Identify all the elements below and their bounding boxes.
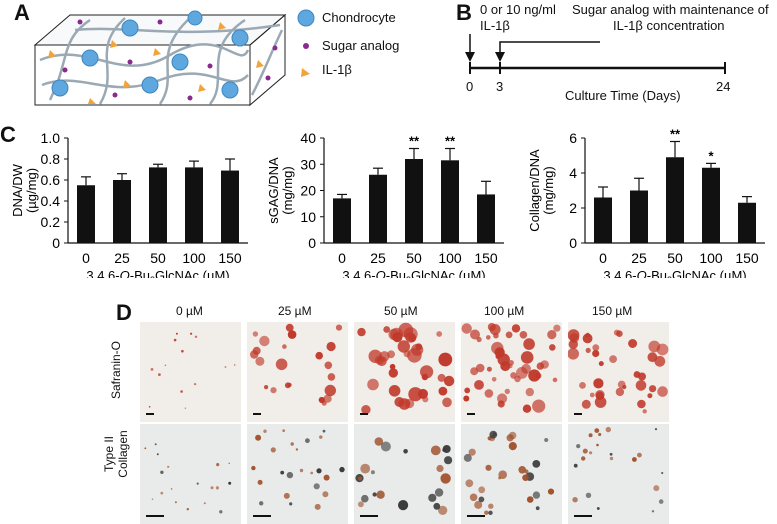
x-tick-label: 100 [438, 250, 462, 266]
y-axis-label-line1: Collagen/DNA [527, 149, 542, 232]
x-tick-label: 150 [218, 250, 242, 266]
chart-dna-dw: 0 0.2 0.4 0.6 0.8 1.0 0 25 50 100 150 3,4,6-O-Bu3Gl… [10, 130, 248, 278]
y-axis-label-line2: (mg/mg) [541, 166, 556, 214]
y-tick-label: 0.8 [41, 151, 61, 167]
y-axis-label-line1: sGAG/DNA [266, 157, 281, 224]
panel-label-b: B [456, 0, 472, 25]
bar [149, 167, 167, 243]
row-label-collagen: Type II Collagen [102, 430, 130, 478]
micrograph-tile [568, 424, 669, 524]
x-tick-label: 0 [599, 250, 607, 266]
micrograph-tile [247, 424, 348, 524]
bar [738, 202, 756, 243]
panel-label-c: C [0, 122, 16, 147]
y-tick-label: 1.0 [41, 130, 61, 146]
micrograph-tile [354, 322, 455, 422]
x-tick-label: 0 [338, 250, 346, 266]
micrograph-tile [461, 322, 562, 422]
y-tick-label: 0.4 [41, 193, 61, 209]
y-tick-label: 6 [569, 130, 577, 146]
micrograph-tile [140, 424, 241, 524]
legend-il1b: IL-1β [322, 62, 352, 77]
column-label-50: 50 µM [384, 304, 418, 318]
timeline-tick-0: 0 [466, 79, 474, 94]
x-axis-label: 3,4,6-O-Bu3GlcNAc (µM) [86, 268, 229, 278]
panel-label-d: D [116, 300, 132, 325]
micrograph-tile [568, 322, 669, 422]
bar [221, 170, 239, 243]
y-axis-label-line2: (mg/mg) [280, 166, 295, 214]
x-tick-label: 25 [631, 250, 647, 266]
significance-marker: * [708, 148, 714, 163]
timeline-tick-24: 24 [716, 79, 731, 94]
x-tick-label: 50 [150, 250, 166, 266]
x-tick-label: 25 [370, 250, 386, 266]
y-tick-label: 20 [300, 183, 316, 199]
y-tick-label: 30 [300, 156, 316, 172]
timeline-label-0-line2: IL-1β [480, 18, 510, 33]
bar [405, 159, 423, 243]
x-tick-label: 0 [82, 250, 90, 266]
bar [594, 197, 612, 243]
y-tick-label: 10 [300, 209, 316, 225]
y-tick-label: 4 [569, 165, 577, 181]
timeline-label-0-line1: 0 or 10 ng/ml [480, 2, 556, 17]
bar [185, 167, 203, 243]
column-label-100: 100 µM [484, 304, 525, 318]
scaffold-illustration [33, 10, 287, 107]
micrograph-tile [140, 322, 241, 422]
chart-sgag-dna: 0 10 20 30 40 0 25 50 ** 100 ** 150 3,4,6-O-Bu3GlcNA… [266, 130, 504, 278]
bar [333, 198, 351, 243]
y-tick-label: 40 [300, 130, 316, 146]
y-tick-label: 0 [308, 235, 316, 251]
timeline-label-3-line1: Sugar analog with maintenance of [572, 2, 769, 17]
x-axis-label: 3,4,6-O-Bu3GlcNAc (µM) [342, 268, 485, 278]
y-tick-label: 0 [52, 235, 60, 251]
significance-marker: ** [670, 127, 681, 142]
row-label-safranin: Safranin-O [109, 340, 123, 400]
bar [477, 194, 495, 243]
timeline-axis-label: Culture Time (Days) [565, 88, 681, 103]
panel-label-a: A [14, 0, 30, 25]
bar [702, 167, 720, 243]
micrograph-tile [461, 424, 562, 524]
x-tick-label: 100 [182, 250, 206, 266]
column-label-0: 0 µM [176, 304, 203, 318]
micrograph-tile [247, 322, 348, 422]
bar [441, 160, 459, 243]
legend-chondrocyte: Chondrocyte [322, 10, 396, 25]
y-tick-label: 2 [569, 200, 577, 216]
column-label-25: 25 µM [278, 304, 312, 318]
x-tick-label: 50 [667, 250, 683, 266]
y-axis-label-line1: DNA/DW [10, 163, 25, 216]
y-tick-label: 0.6 [41, 172, 61, 188]
x-axis-label: 3,4,6-O-Bu3GlcNAc (µM) [603, 268, 746, 278]
legend-a-symbols [297, 9, 315, 77]
column-label-150: 150 µM [592, 304, 633, 318]
bar [666, 157, 684, 243]
timeline-label-3-line2: IL-1β concentration [613, 18, 725, 33]
y-tick-label: 0 [569, 235, 577, 251]
chart-collagen-dna: 0 2 4 6 0 25 50 ** 100 * 150 3,4,6-O-Bu3GlcNAc (µM)… [527, 127, 765, 278]
x-tick-label: 25 [114, 250, 130, 266]
bar [630, 190, 648, 243]
timeline-tick-3: 3 [496, 79, 504, 94]
x-tick-label: 100 [699, 250, 723, 266]
legend-sugar-analog: Sugar analog [322, 38, 400, 53]
bar [113, 180, 131, 243]
significance-marker: ** [445, 134, 456, 149]
bar [77, 185, 95, 243]
y-axis-label-line2: (µg/mg) [24, 168, 39, 213]
timeline-axis [465, 34, 726, 74]
y-tick-label: 0.2 [41, 214, 61, 230]
significance-marker: ** [409, 134, 420, 149]
bar [369, 174, 387, 243]
x-tick-label: 50 [406, 250, 422, 266]
micrograph-tile [354, 424, 455, 524]
x-tick-label: 150 [474, 250, 498, 266]
x-tick-label: 150 [735, 250, 759, 266]
